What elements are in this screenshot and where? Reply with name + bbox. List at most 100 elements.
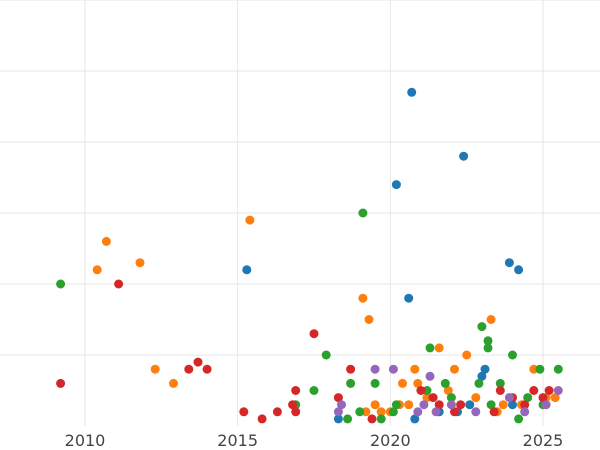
data-point-red (367, 414, 377, 424)
data-point-blue (465, 400, 475, 410)
data-point-red (272, 407, 282, 417)
data-point-green (370, 378, 380, 388)
data-point-orange (486, 315, 496, 324)
data-point-purple (431, 407, 441, 417)
data-point-orange (404, 400, 414, 410)
data-point-purple (333, 407, 343, 417)
data-point-red (416, 386, 426, 395)
data-point-red (291, 386, 301, 395)
data-point-purple (419, 400, 429, 410)
x-tick-label: 2020 (370, 431, 411, 450)
data-point-red (291, 407, 301, 417)
x-tick-label: 2025 (523, 431, 564, 450)
data-point-orange (443, 386, 453, 395)
data-point-purple (337, 400, 346, 410)
data-point-green (477, 322, 487, 332)
data-point-red (450, 407, 459, 417)
data-point-orange (471, 393, 481, 403)
data-point-purple (425, 371, 435, 381)
data-point-orange (462, 350, 472, 360)
data-point-orange (245, 215, 255, 225)
data-point-orange (410, 364, 420, 374)
data-point-blue (333, 414, 343, 424)
series-green (56, 208, 563, 424)
data-point-green (355, 407, 365, 417)
data-point-red (538, 393, 548, 403)
data-point-red (193, 357, 203, 367)
data-point-orange (550, 393, 560, 403)
data-point-purple (553, 386, 563, 395)
data-point-green (321, 350, 331, 360)
data-point-red (309, 329, 319, 339)
data-point-red (520, 400, 530, 410)
data-point-orange (413, 378, 423, 388)
data-point-orange (450, 364, 459, 374)
data-point-red (456, 400, 466, 410)
series-red (56, 279, 554, 424)
data-point-red (202, 364, 212, 374)
data-point-green (446, 393, 456, 403)
data-point-blue (407, 87, 417, 97)
data-point-green (553, 364, 563, 374)
data-point-orange (498, 400, 508, 410)
data-point-green (483, 336, 493, 346)
data-point-red (346, 364, 356, 374)
data-point-red (184, 364, 194, 374)
data-point-red (333, 393, 343, 403)
data-points (56, 87, 563, 424)
data-point-purple (413, 407, 423, 417)
data-point-red (489, 407, 499, 417)
data-point-green (508, 350, 517, 360)
data-point-red (56, 378, 66, 388)
data-point-blue (391, 180, 401, 190)
series-blue (242, 87, 524, 424)
data-point-orange (101, 236, 111, 246)
data-point-blue (480, 364, 490, 374)
data-point-orange (434, 343, 444, 353)
data-point-blue (514, 265, 524, 275)
data-point-green (486, 400, 496, 410)
data-point-purple (388, 364, 398, 374)
data-point-red (114, 279, 124, 289)
data-point-green (376, 414, 386, 424)
grid (0, 0, 600, 426)
data-point-red (529, 386, 539, 395)
data-point-green (483, 343, 493, 353)
data-point-purple (446, 400, 456, 410)
data-point-green (440, 378, 450, 388)
data-point-blue (508, 400, 517, 410)
data-point-orange (376, 407, 386, 417)
x-tick-label: 2010 (65, 431, 106, 450)
data-point-orange (135, 258, 145, 268)
series-purple (333, 364, 563, 417)
data-point-green (535, 364, 545, 374)
data-point-green (309, 386, 319, 395)
data-point-orange (358, 293, 368, 303)
data-point-green (343, 414, 353, 424)
data-point-green (346, 378, 356, 388)
data-point-green (391, 400, 401, 410)
data-point-purple (520, 407, 530, 417)
data-point-purple (541, 400, 551, 410)
data-point-blue (410, 414, 420, 424)
data-point-blue (459, 151, 469, 161)
data-point-green (495, 378, 505, 388)
data-point-red (288, 400, 298, 410)
data-point-red (239, 407, 249, 417)
data-point-purple (370, 364, 380, 374)
data-point-blue (477, 371, 487, 381)
data-point-red (434, 400, 444, 410)
data-point-purple (471, 407, 481, 417)
x-axis-ticks: 2010 2015 2020 2025 (65, 431, 564, 450)
data-point-orange (150, 364, 160, 374)
data-point-green (523, 393, 533, 403)
data-point-green (474, 378, 484, 388)
data-point-orange (398, 378, 407, 388)
series-orange (92, 215, 560, 417)
data-point-green (425, 343, 435, 353)
data-point-green (358, 208, 368, 218)
data-point-orange (370, 400, 380, 410)
data-point-orange (92, 265, 102, 275)
data-point-green (514, 414, 524, 424)
